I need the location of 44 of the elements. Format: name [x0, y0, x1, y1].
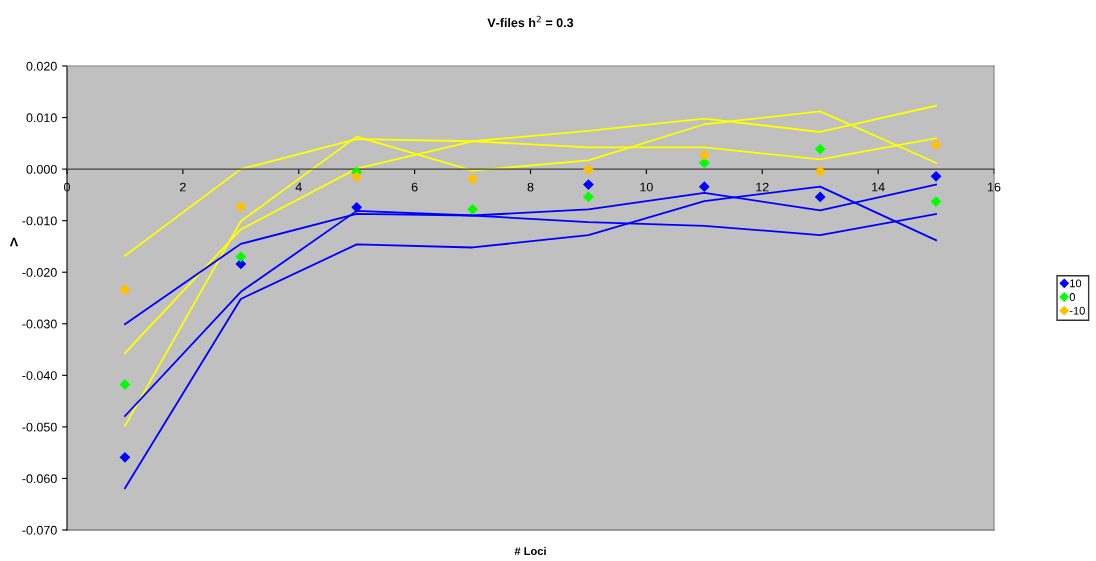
point — [235, 201, 247, 213]
point — [930, 196, 942, 207]
point — [467, 173, 478, 185]
y-tick-label: -0.040 — [22, 371, 57, 380]
point — [698, 181, 710, 193]
x-tick-label: 8 — [527, 182, 534, 192]
point — [583, 164, 594, 176]
point — [351, 171, 363, 183]
point — [814, 143, 826, 155]
x-tick-label: 4 — [295, 182, 302, 192]
y-tick-label: -0.050 — [22, 422, 57, 432]
legend-label: 0 — [1069, 293, 1075, 301]
point — [119, 284, 131, 296]
x-tick-label: 10 — [640, 182, 653, 192]
legend-label: 10 — [1070, 279, 1082, 288]
point — [235, 251, 247, 263]
chart-title: V-files h$^{2}$ = 0.3 — [487, 15, 574, 28]
y-tick-label: -0.030 — [22, 319, 57, 329]
legend-label: -10 — [1069, 306, 1085, 315]
point — [351, 201, 363, 213]
y-tick-label: 0.010 — [26, 113, 57, 123]
x-tick-label: 2 — [180, 182, 186, 192]
y-tick-label: 0.000 — [26, 164, 57, 174]
y-tick-label: -0.010 — [22, 216, 57, 226]
point — [467, 203, 478, 215]
y-tick-label: -0.070 — [22, 525, 57, 535]
x-tick-label: 6 — [411, 182, 418, 192]
point — [814, 165, 826, 177]
point — [698, 149, 710, 161]
point — [814, 191, 826, 203]
y-tick-label: -0.060 — [22, 474, 57, 484]
x-axis-title: # Loci — [514, 546, 546, 556]
y-tick-label: -0.020 — [22, 268, 57, 277]
point — [583, 191, 594, 203]
x-tick-label: 12 — [756, 182, 769, 192]
y-axis-title: Λ — [9, 237, 19, 247]
x-tick-label: 16 — [988, 182, 1001, 192]
x-tick-label: 14 — [872, 182, 885, 192]
point — [119, 451, 131, 463]
point — [119, 379, 131, 390]
y-tick-label: 0.020 — [26, 61, 57, 71]
point — [583, 179, 594, 190]
point — [930, 139, 942, 151]
point — [930, 170, 942, 182]
